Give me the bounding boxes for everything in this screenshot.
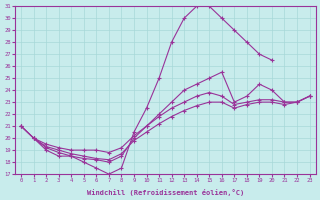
- X-axis label: Windchill (Refroidissement éolien,°C): Windchill (Refroidissement éolien,°C): [87, 189, 244, 196]
